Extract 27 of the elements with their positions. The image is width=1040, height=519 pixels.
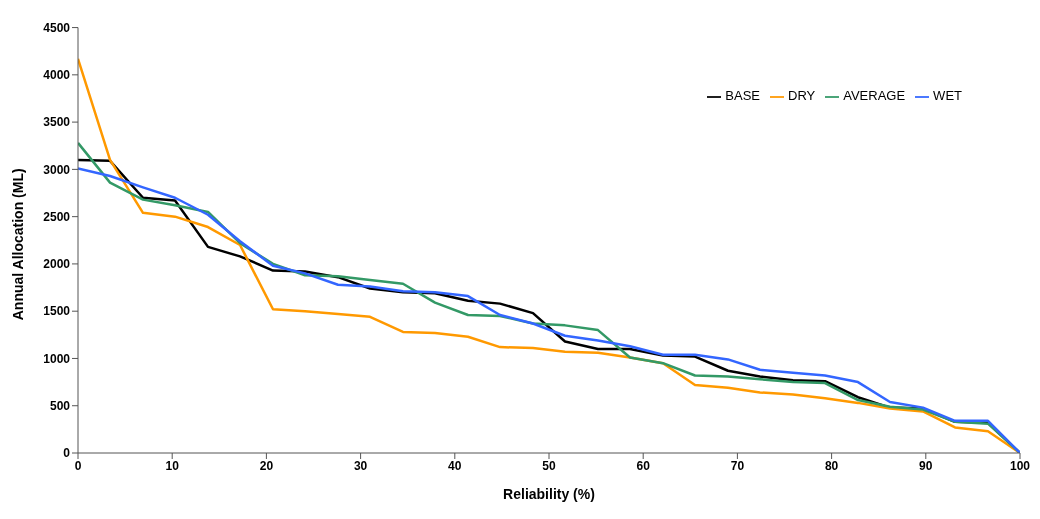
y-tick-label: 2000 [43,257,71,272]
x-tick-label: 100 [1009,458,1031,473]
y-tick-label: 3500 [43,115,71,130]
x-axis-title: Reliability (%) [503,486,595,502]
x-tick-label: 50 [542,458,556,473]
x-tick-label: 0 [74,458,82,473]
x-tick-label: 10 [165,458,180,473]
y-tick-label: 1000 [43,351,71,366]
legend-label: BASE [725,88,760,103]
legend-label: WET [933,88,962,103]
x-tick-label: 80 [824,458,839,473]
x-tick-label: 30 [353,458,368,473]
y-tick-label: 2500 [43,209,71,224]
legend-label: DRY [788,88,816,103]
y-tick-label: 1500 [43,304,71,319]
y-tick-label: 4500 [43,20,71,35]
x-tick-label: 90 [919,458,933,473]
x-tick-label: 40 [448,458,462,473]
y-tick-label: 3000 [43,162,71,177]
y-axis-title: Annual Allocation (ML) [9,168,26,321]
x-tick-label: 20 [259,458,274,473]
y-tick-label: 500 [49,398,71,413]
legend-label: AVERAGE [843,88,906,103]
y-tick-label: 0 [63,446,71,461]
x-tick-label: 60 [636,458,651,473]
y-tick-label: 4000 [43,68,71,83]
x-tick-label: 70 [730,458,745,473]
